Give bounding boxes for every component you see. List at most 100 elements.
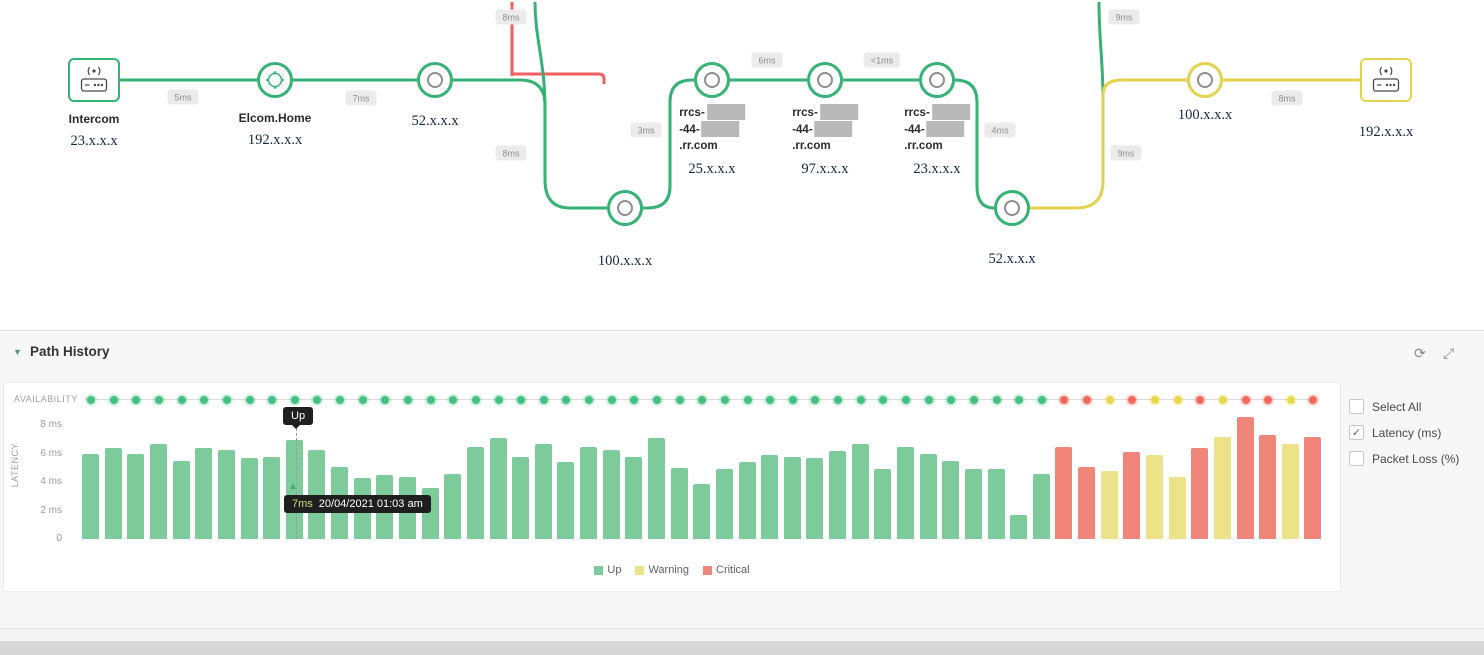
latency-bar[interactable]: [1100, 470, 1118, 539]
availability-dot[interactable]: [290, 396, 299, 404]
latency-bar[interactable]: [1213, 436, 1231, 539]
latency-bar[interactable]: [1032, 473, 1050, 539]
availability-dot[interactable]: [381, 396, 390, 404]
availability-dot[interactable]: [494, 396, 503, 404]
availability-dot[interactable]: [1264, 396, 1273, 404]
refresh-icon[interactable]: ⟳: [1414, 345, 1426, 361]
availability-dot[interactable]: [1083, 396, 1091, 404]
availability-dot[interactable]: [1196, 396, 1205, 404]
series-checkbox-row[interactable]: Packet Loss (%): [1349, 451, 1459, 466]
availability-dot[interactable]: [403, 396, 412, 404]
checkbox-unchecked[interactable]: [1349, 451, 1364, 466]
availability-dot[interactable]: [336, 396, 344, 404]
availability-dot[interactable]: [426, 396, 435, 404]
availability-dot[interactable]: [1105, 396, 1114, 404]
latency-bar[interactable]: [489, 438, 507, 539]
legend-item[interactable]: Critical: [703, 564, 750, 576]
hop-node[interactable]: [919, 62, 955, 98]
latency-bar[interactable]: [1168, 476, 1186, 539]
availability-dot[interactable]: [449, 396, 458, 404]
latency-bar[interactable]: [738, 462, 756, 539]
availability-dot[interactable]: [1309, 396, 1318, 404]
availability-dot[interactable]: [743, 396, 752, 404]
availability-dot[interactable]: [879, 396, 888, 404]
latency-bar[interactable]: [806, 458, 824, 539]
latency-bar[interactable]: [625, 456, 643, 539]
series-checkbox-row[interactable]: Select All: [1349, 399, 1459, 414]
availability-dot[interactable]: [834, 396, 842, 404]
latency-bar[interactable]: [1123, 452, 1141, 539]
latency-bar[interactable]: [1055, 446, 1073, 539]
hop-node[interactable]: [417, 62, 453, 98]
availability-dot[interactable]: [109, 396, 118, 404]
endpoint-node[interactable]: [68, 58, 120, 102]
latency-bar[interactable]: [896, 446, 914, 539]
availability-dot[interactable]: [947, 396, 956, 404]
latency-bar[interactable]: [829, 451, 846, 539]
availability-dot[interactable]: [924, 396, 933, 404]
latency-bar[interactable]: [444, 473, 462, 539]
availability-dot[interactable]: [358, 396, 367, 404]
latency-bar[interactable]: [1010, 514, 1028, 539]
availability-dot[interactable]: [856, 396, 865, 404]
availability-dot[interactable]: [1060, 396, 1069, 404]
latency-bar[interactable]: [1078, 466, 1095, 539]
latency-bar[interactable]: [263, 456, 281, 539]
latency-bar[interactable]: [512, 456, 530, 539]
availability-dot[interactable]: [630, 396, 639, 404]
availability-dot[interactable]: [471, 396, 480, 404]
latency-bar[interactable]: [715, 469, 733, 539]
availability-dot[interactable]: [698, 396, 707, 404]
hop-node[interactable]: [607, 190, 643, 226]
latency-bar[interactable]: [240, 458, 258, 539]
availability-dot[interactable]: [132, 396, 141, 404]
latency-bar[interactable]: [761, 455, 779, 539]
latency-bar[interactable]: [919, 453, 937, 539]
latency-bar[interactable]: [874, 469, 892, 539]
availability-dot[interactable]: [313, 396, 322, 404]
availability-dot[interactable]: [652, 396, 661, 404]
availability-dot[interactable]: [87, 396, 95, 404]
latency-bar[interactable]: [195, 448, 213, 539]
latency-bar[interactable]: [580, 446, 597, 539]
latency-bar[interactable]: [285, 439, 303, 539]
availability-dot[interactable]: [1218, 396, 1227, 404]
legend-item[interactable]: Warning: [635, 564, 689, 576]
endpoint-node[interactable]: [1360, 58, 1412, 102]
router-node[interactable]: [257, 62, 293, 98]
availability-dot[interactable]: [1037, 396, 1046, 404]
availability-dot[interactable]: [177, 396, 186, 404]
latency-bar[interactable]: [1259, 435, 1277, 539]
hop-node[interactable]: [994, 190, 1030, 226]
availability-dot[interactable]: [539, 396, 548, 404]
latency-bar[interactable]: [942, 460, 960, 539]
latency-bar[interactable]: [851, 443, 869, 539]
availability-dot[interactable]: [766, 396, 775, 404]
hop-node[interactable]: [807, 62, 843, 98]
availability-dot[interactable]: [720, 396, 729, 404]
availability-dot[interactable]: [675, 396, 684, 404]
latency-bar[interactable]: [964, 469, 982, 539]
availability-dot[interactable]: [607, 396, 616, 404]
availability-dot[interactable]: [222, 396, 231, 404]
latency-bar[interactable]: [602, 449, 620, 539]
collapse-panel-icon[interactable]: ▼: [13, 347, 22, 357]
availability-dot[interactable]: [1150, 396, 1159, 404]
availability-dot[interactable]: [788, 396, 797, 404]
hop-node[interactable]: [694, 62, 730, 98]
latency-bar[interactable]: [783, 456, 801, 539]
availability-dot[interactable]: [1241, 396, 1250, 404]
availability-dot[interactable]: [585, 396, 593, 404]
latency-bar[interactable]: [217, 449, 235, 539]
latency-bar[interactable]: [1236, 416, 1254, 539]
availability-dot[interactable]: [154, 396, 163, 404]
availability-dot[interactable]: [969, 396, 978, 404]
availability-dot[interactable]: [901, 396, 910, 404]
latency-bar[interactable]: [647, 438, 665, 539]
availability-dot[interactable]: [200, 396, 209, 404]
latency-bar[interactable]: [557, 462, 575, 539]
legend-item[interactable]: Up: [594, 564, 621, 576]
latency-bar[interactable]: [172, 460, 190, 539]
availability-dot[interactable]: [1286, 396, 1295, 404]
availability-dot[interactable]: [245, 396, 254, 404]
